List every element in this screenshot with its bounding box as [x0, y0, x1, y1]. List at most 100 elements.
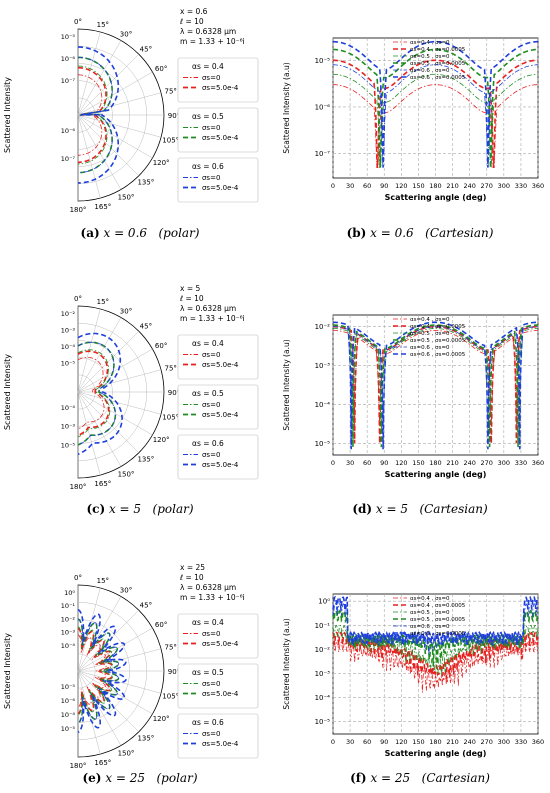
legend-title: αs = 0.5: [192, 668, 224, 677]
r-tick-label: 10⁻⁵: [61, 683, 76, 691]
series-line: [333, 48, 538, 168]
legend-title: αs = 0.6: [192, 439, 224, 448]
y-tick-label: 10⁻⁴: [315, 694, 331, 702]
legend-box: [177, 663, 259, 709]
x-tick-label: 0: [331, 182, 335, 190]
legend-entry: σs=0: [202, 680, 220, 688]
series-line: [77, 341, 116, 446]
x-tick-label: 180: [429, 459, 441, 467]
legend-entry: αs=0.4 , σs=0: [410, 596, 450, 602]
legend-entry: αs=0.6 , σs=0.0005: [410, 352, 466, 358]
legend-title: αs = 0.6: [192, 718, 224, 727]
caption-f: (f) x = 25 (Cartesian): [350, 771, 490, 785]
parameter-label: λ = 0.6328 μm: [180, 304, 236, 313]
parameter-label: m = 1.33 + 10⁻⁶i: [180, 314, 245, 323]
legend-entry: σs=0: [202, 401, 220, 409]
polar-spoke: [77, 92, 162, 116]
r-tick-label: 10⁻⁶: [61, 55, 76, 63]
theta-tick-label: 0°: [74, 574, 82, 582]
theta-tick-label: 60°: [155, 342, 167, 350]
r-tick-label: 10⁰: [64, 589, 75, 597]
theta-tick-label: 180°: [70, 762, 87, 770]
y-tick-label: 10⁻⁵: [315, 718, 331, 726]
series-line: [333, 84, 538, 169]
legend-entry: σs=5.0e-4: [202, 184, 239, 192]
x-axis-label: Scattering angle (deg): [385, 749, 487, 758]
y-tick-label: 10⁻³: [315, 670, 331, 678]
legend-entry: σs=0: [202, 124, 220, 132]
x-tick-label: 210: [446, 459, 458, 467]
cartesian-chart-f: 0 30 60 90 120 150 180 210 240 270 300 330 360 10⁰ 10⁻…: [282, 593, 544, 758]
polar-spoke: [77, 54, 139, 116]
theta-tick-label: 135°: [137, 455, 154, 463]
theta-tick-label: 0°: [74, 18, 82, 26]
r-tick-label: 10⁻⁵: [61, 725, 76, 733]
y-tick-label: 10⁻³: [315, 362, 331, 370]
x-tick-label: 270: [481, 182, 493, 190]
legend-entry: αs=0.6 , σs=0.0005: [410, 75, 466, 81]
theta-tick-label: 90°: [168, 112, 180, 120]
legend-entry: αs=0.6 , σs=0: [410, 68, 450, 74]
polar-chart-e: 0° 15° 30° 45° 60° 75° 90° 105° 120° 135°150° 165°…: [3, 563, 259, 770]
polar-spoke: [77, 71, 153, 116]
x-tick-label: 240: [463, 738, 475, 746]
x-tick-label: 30: [346, 738, 354, 746]
legend-entry: σs=5.0e-4: [202, 740, 239, 748]
polar-spoke: [77, 627, 153, 672]
theta-tick-label: 120°: [153, 159, 170, 167]
theta-tick-label: 30°: [120, 31, 132, 39]
legend-entry: σs=5.0e-4: [202, 411, 239, 419]
series-line: [333, 324, 538, 448]
series-line: [332, 641, 539, 693]
legend-entry: αs=0.5 , σs=0.0005: [410, 338, 466, 344]
legend-entry: σs=0: [202, 174, 220, 182]
y-axis-label: Scattered Intensity: [3, 633, 12, 709]
polar-spoke: [77, 670, 153, 715]
theta-tick-label: 120°: [153, 436, 170, 444]
series-line: [77, 332, 123, 456]
x-tick-label: 300: [498, 459, 510, 467]
legend-entry: αs=0.6 , σs=0.0005: [410, 631, 466, 637]
y-tick-label: 10⁻⁵: [315, 440, 331, 448]
y-axis-label: Scattered Intensity: [3, 77, 12, 153]
x-axis-label: Scattering angle (deg): [385, 193, 487, 202]
theta-tick-label: 75°: [165, 644, 177, 652]
series-line: [332, 603, 539, 655]
legend-entry: αs=0.4 , σs=0: [410, 40, 450, 46]
theta-tick-label: 150°: [118, 749, 135, 757]
theta-tick-label: 15°: [97, 577, 109, 585]
theta-tick-label: 105°: [162, 692, 179, 700]
x-tick-label: 150: [412, 738, 424, 746]
y-tick-label: 10⁻⁴: [315, 401, 331, 409]
x-tick-label: 240: [463, 459, 475, 467]
theta-tick-label: 75°: [165, 88, 177, 96]
legend-box: [177, 384, 259, 430]
theta-tick-label: 75°: [165, 365, 177, 373]
r-tick-label: 10⁻⁴: [61, 343, 76, 351]
x-tick-label: 60: [363, 182, 371, 190]
legend-entry: σs=0: [202, 451, 220, 459]
x-tick-label: 360: [532, 182, 544, 190]
parameter-label: ℓ = 10: [179, 573, 204, 582]
y-tick-label: 10⁰: [318, 598, 330, 606]
polar-spoke: [77, 391, 162, 415]
polar-spoke: [77, 596, 122, 672]
x-tick-label: 120: [395, 459, 407, 467]
legend-entry: σs=5.0e-4: [202, 361, 239, 369]
polar-spoke: [77, 391, 153, 436]
x-tick-label: 330: [515, 182, 527, 190]
polar-spoke: [77, 670, 162, 694]
x-tick-label: 30: [346, 459, 354, 467]
x-tick-label: 180: [429, 182, 441, 190]
series-line: [77, 350, 110, 437]
x-tick-label: 150: [412, 182, 424, 190]
x-tick-label: 360: [532, 459, 544, 467]
legend-entry: αs=0.6 , σs=0: [410, 345, 450, 351]
y-tick-label: 10⁻²: [315, 646, 331, 654]
theta-tick-label: 15°: [97, 21, 109, 29]
r-tick-label: 10⁻⁶: [61, 127, 76, 135]
series-line: [333, 328, 538, 432]
legend-entry: σs=0: [202, 630, 220, 638]
x-axis-label: Scattering angle (deg): [385, 470, 487, 479]
cartesian-chart-d: 0 30 60 90 120 150 180 210 240 270 300 330 360 10⁻² 10…: [282, 314, 544, 479]
